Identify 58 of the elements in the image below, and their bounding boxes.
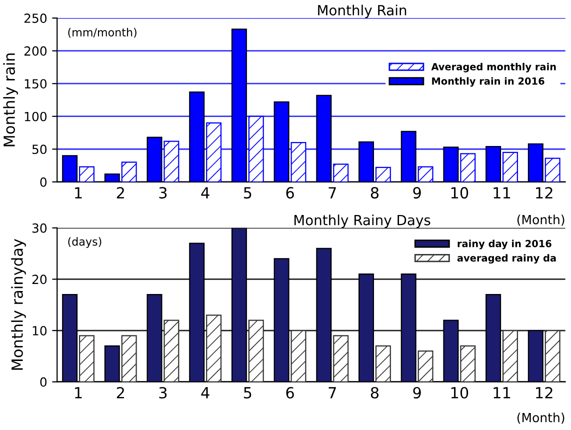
legend-label: Averaged monthly rain <box>431 62 556 72</box>
x-tick-label: 6 <box>286 187 294 199</box>
y-tick-label: 200 <box>24 46 47 56</box>
x-tick-label: 6 <box>286 386 294 399</box>
bar <box>502 330 518 382</box>
x-tick-label: 1 <box>75 187 82 198</box>
x-tick-label: 10 <box>451 386 468 399</box>
annotation: (days) <box>68 237 102 248</box>
y-tick-label: 150 <box>24 79 47 89</box>
x-tick-label: 7 <box>328 187 336 198</box>
bar <box>78 335 94 382</box>
bar <box>121 335 137 382</box>
y-tick-label: 20 <box>32 274 47 284</box>
x-tick-label: 5 <box>244 187 252 199</box>
bar <box>460 345 476 382</box>
x-tick-label: 9 <box>413 386 421 399</box>
x-tick-label: 3 <box>159 187 167 199</box>
y-tick-label: 10 <box>32 326 47 336</box>
bar <box>290 330 306 382</box>
y-axis-title: Monthly rainyday <box>11 238 26 370</box>
y-axis-title: Monthly rain <box>3 53 18 146</box>
bar <box>206 314 222 382</box>
y-tick-label: 30 <box>32 223 47 233</box>
legend-label: averaged rainy da <box>457 254 556 264</box>
x-tick-label: 10 <box>451 187 468 199</box>
annotation: (mm/month) <box>68 28 136 38</box>
y-tick-label: 0 <box>40 377 47 387</box>
y-tick-label: 250 <box>24 14 47 23</box>
bar <box>418 350 434 382</box>
x-axis-title: (Month) <box>517 214 564 226</box>
legend-label: Monthly rain in 2016 <box>432 77 544 87</box>
x-tick-label: 7 <box>328 387 336 398</box>
x-tick-label: 4 <box>201 187 210 198</box>
x-tick-label: 11 <box>494 387 510 398</box>
x-tick-label: 5 <box>244 387 252 399</box>
legend-label: rainy day in 2016 <box>458 240 552 250</box>
y-tick-label: 0 <box>40 177 47 187</box>
bar <box>375 345 391 382</box>
x-tick-label: 11 <box>494 187 510 198</box>
bar <box>164 320 180 382</box>
x-tick-label: 2 <box>116 187 124 198</box>
x-tick-label: 12 <box>536 187 552 198</box>
x-tick-label: 8 <box>370 187 379 199</box>
bar <box>248 320 264 382</box>
bar <box>333 335 349 382</box>
chart-title: Monthly Rainy Days <box>294 214 430 228</box>
x-tick-label: 4 <box>201 387 210 398</box>
y-tick-label: 50 <box>32 144 47 154</box>
bar <box>544 330 560 382</box>
x-tick-label: 1 <box>75 387 82 398</box>
x-axis-title: (Month) <box>517 412 564 424</box>
x-tick-label: 12 <box>536 386 552 398</box>
x-tick-label: 3 <box>159 386 167 399</box>
x-tick-label: 2 <box>116 386 124 398</box>
x-tick-label: 9 <box>413 187 421 199</box>
x-tick-label: 8 <box>370 386 379 399</box>
y-tick-label: 100 <box>24 112 47 122</box>
chart-title: Monthly Rain <box>318 4 406 18</box>
